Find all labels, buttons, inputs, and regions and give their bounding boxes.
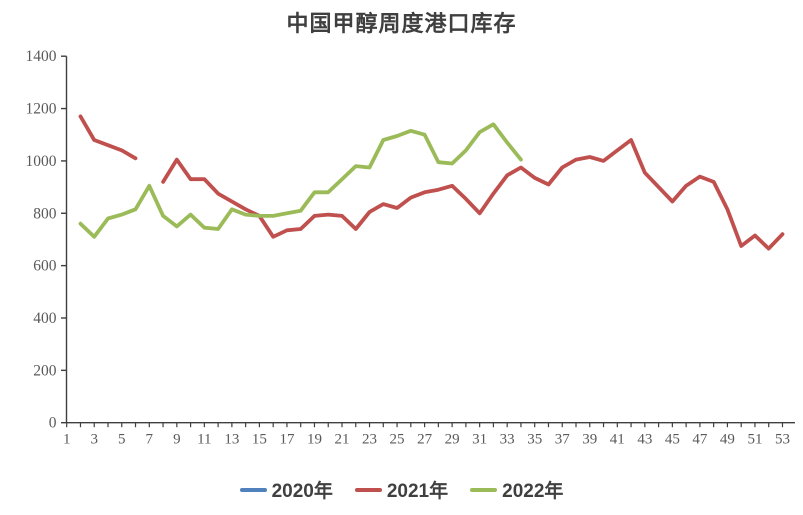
legend-marker-icon	[239, 487, 267, 492]
series-line-2021年	[78, 114, 138, 161]
y-tick-label: 600	[33, 258, 57, 275]
y-tick-label: 1400	[26, 48, 57, 65]
y-tick-label: 1000	[26, 153, 57, 170]
y-tick-label: 400	[33, 310, 57, 327]
x-tick-label: 21	[335, 432, 350, 448]
legend-label: 2021年	[386, 481, 449, 502]
chart-title: 中国甲醇周度港口库存	[286, 11, 517, 36]
x-tick-label: 7	[146, 432, 154, 448]
x-tick-label: 25	[390, 432, 405, 448]
legend-label: 2022年	[502, 481, 564, 502]
x-tick-label: 43	[637, 432, 652, 448]
legend-item-2021年: 2021年	[354, 476, 449, 503]
y-tick-label: 0	[49, 415, 57, 432]
x-tick-label: 41	[610, 432, 625, 448]
legend-item-2022年: 2022年	[470, 476, 563, 503]
x-tick-label: 5	[118, 432, 126, 448]
series-line-2022年	[78, 122, 523, 239]
x-tick-label: 17	[279, 432, 295, 448]
x-tick-label: 35	[527, 432, 542, 448]
x-tick-label: 45	[665, 432, 680, 448]
x-tick-label: 13	[224, 432, 239, 448]
series-line-2021年	[161, 138, 785, 251]
x-tick-label: 53	[775, 432, 790, 448]
x-tick-label: 3	[90, 432, 98, 448]
x-tick-label: 29	[445, 432, 460, 448]
x-tick-label: 33	[500, 432, 515, 448]
x-tick-label: 31	[472, 432, 487, 448]
x-tick-label: 27	[417, 432, 433, 448]
x-tick-label: 15	[252, 432, 267, 448]
legend-item-2020年: 2020年	[239, 476, 333, 503]
x-tick-label: 37	[555, 432, 571, 448]
x-tick-label: 39	[582, 432, 597, 448]
x-tick-label: 23	[362, 432, 377, 448]
legend-label: 2020年	[271, 481, 333, 502]
x-tick-label: 1	[63, 432, 71, 448]
x-tick-label: 47	[692, 432, 708, 448]
chart-legend: 2020年 2021年 2022年	[0, 476, 803, 503]
legend-marker-icon	[470, 487, 498, 492]
y-tick-label: 200	[33, 362, 57, 379]
x-tick-label: 51	[747, 432, 762, 448]
x-tick-label: 49	[720, 432, 735, 448]
x-tick-label: 11	[197, 432, 211, 448]
x-tick-label: 9	[173, 432, 181, 448]
axis-lines	[65, 56, 795, 424]
legend-marker-icon	[354, 487, 382, 492]
y-tick-label: 1200	[26, 101, 57, 118]
x-tick-label: 19	[307, 432, 322, 448]
y-tick-label: 800	[33, 205, 57, 222]
